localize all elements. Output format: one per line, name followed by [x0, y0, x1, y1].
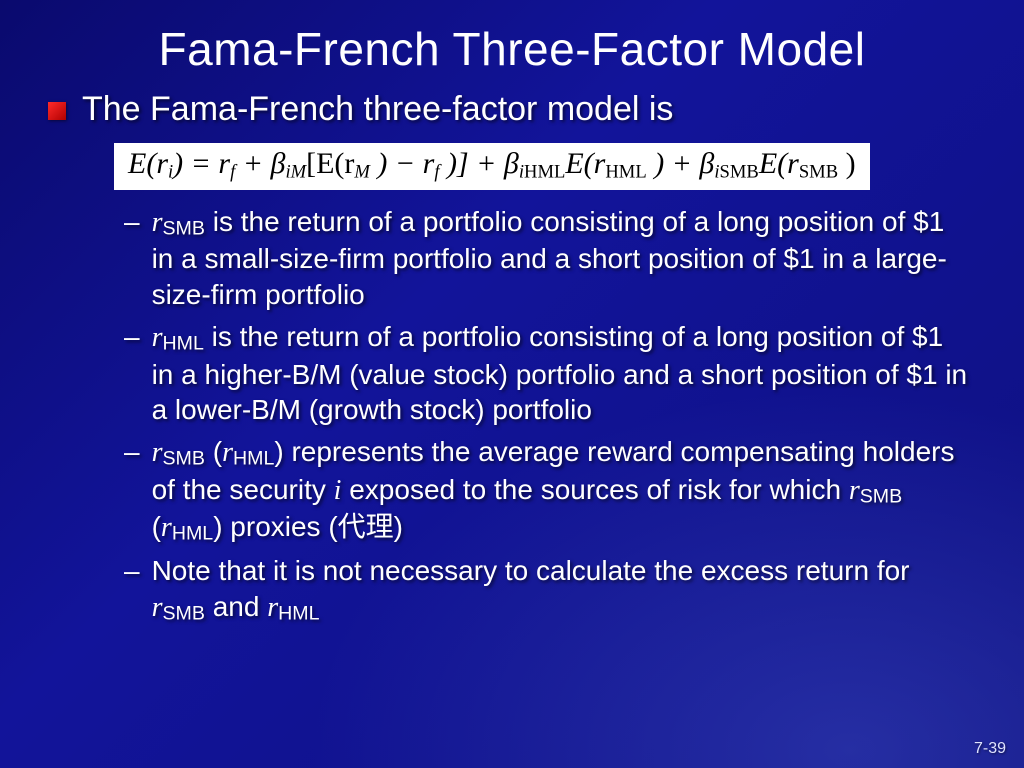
var-sub: SMB [162, 602, 204, 624]
formula-part: )] + β [440, 147, 519, 180]
formula-part: ) − r [370, 147, 434, 180]
formula-sub: HML [524, 162, 565, 183]
formula-part: ) + β [647, 147, 715, 180]
var-r: r [152, 207, 163, 238]
text-run: is the return of a portfolio consisting … [152, 321, 968, 425]
text-run: and [205, 591, 267, 622]
formula-part: ) [838, 147, 856, 180]
formula-sub: SMB [799, 162, 838, 183]
text-run: is the return of a portfolio consisting … [152, 206, 947, 310]
sub-bullet-list: – rSMB is the return of a portfolio cons… [124, 204, 968, 627]
dash-icon: – [124, 434, 140, 547]
text-run: ) [394, 511, 403, 542]
text-run: ( [205, 436, 222, 467]
var-r: r [849, 475, 860, 506]
bullet-square-icon [48, 102, 66, 120]
var-sub: HML [278, 602, 319, 624]
sub-text: rHML is the return of a portfolio consis… [152, 319, 968, 428]
formula-sub: iM [285, 162, 306, 183]
page-number: 7-39 [974, 740, 1006, 758]
var-r: r [267, 592, 278, 623]
sub-bullet-item: – rSMB (rHML) represents the average rew… [124, 434, 968, 547]
slide-title: Fama-French Three-Factor Model [48, 22, 976, 76]
var-sub: HML [162, 333, 203, 355]
text-run: ( [152, 511, 161, 542]
var-sub: HML [172, 523, 213, 545]
slide: Fama-French Three-Factor Model The Fama-… [0, 0, 1024, 768]
text-run: Note that it is not necessary to calcula… [152, 555, 910, 586]
formula-part: E(r [565, 147, 605, 180]
var-r: r [222, 437, 233, 468]
var-sub: SMB [162, 448, 204, 470]
cjk-text: 代理 [338, 512, 394, 543]
sub-text: rSMB is the return of a portfolio consis… [152, 204, 968, 313]
formula-part: E(r [128, 147, 168, 180]
formula-sub: SMB [720, 162, 759, 183]
var-r: r [152, 437, 163, 468]
sub-bullet-item: – rHML is the return of a portfolio cons… [124, 319, 968, 428]
sub-bullet-item: – Note that it is not necessary to calcu… [124, 553, 968, 626]
var-r: r [152, 322, 163, 353]
sub-text: Note that it is not necessary to calcula… [152, 553, 968, 626]
dash-icon: – [124, 204, 140, 313]
formula-part: [E(r [306, 147, 354, 180]
var-r: r [161, 512, 172, 543]
var-sub: SMB [162, 217, 204, 239]
var-sub: SMB [860, 485, 902, 507]
sub-text: rSMB (rHML) represents the average rewar… [152, 434, 968, 547]
formula-part: + β [235, 147, 285, 180]
text-run: ) proxies ( [213, 511, 337, 542]
dash-icon: – [124, 553, 140, 626]
var-sub: HML [233, 448, 274, 470]
formula-part: E(r [759, 147, 799, 180]
var-r: r [152, 592, 163, 623]
sub-bullet-item: – rSMB is the return of a portfolio cons… [124, 204, 968, 313]
dash-icon: – [124, 319, 140, 428]
lead-bullet-row: The Fama-French three-factor model is [48, 90, 976, 129]
formula-box: E(ri) = rf + βiM[E(rM ) − rf )] + βiHMLE… [114, 143, 870, 190]
formula-part: ) = r [173, 147, 230, 180]
formula-sub: HML [605, 162, 646, 183]
formula-sub: M [354, 162, 370, 183]
text-run: exposed to the sources of risk for which [341, 474, 848, 505]
lead-text: The Fama-French three-factor model is [82, 90, 673, 129]
